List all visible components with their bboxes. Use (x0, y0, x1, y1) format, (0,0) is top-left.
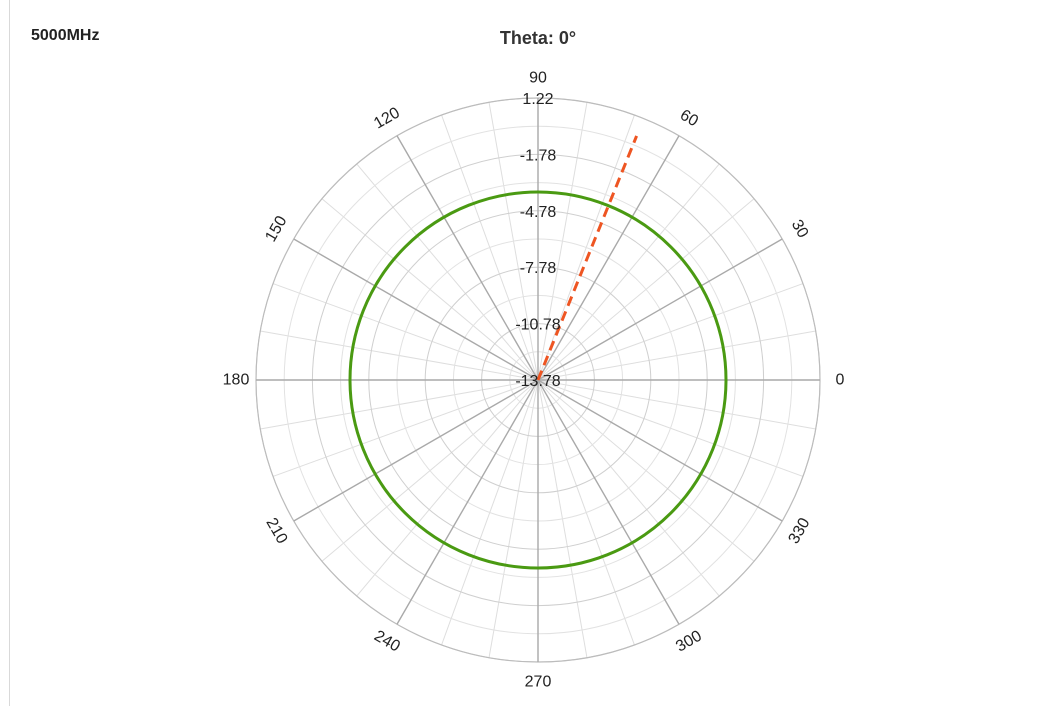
series-layer (348, 135, 728, 570)
major-spoke-30 (537, 238, 783, 381)
angle-tick-label-0: 0 (836, 372, 845, 389)
series-ray-1 (536, 135, 638, 381)
angle-tick-label-60: 60 (677, 107, 701, 131)
major-spoke-300 (537, 379, 680, 625)
major-spoke-120 (396, 135, 539, 381)
angle-tick-label-30: 30 (788, 217, 812, 241)
left-divider (9, 0, 10, 706)
radial-tick-label: -10.78 (515, 317, 560, 334)
angle-tick-label-240: 240 (371, 628, 403, 656)
angle-tick-label-300: 300 (673, 627, 705, 655)
major-spoke-60 (537, 135, 680, 381)
frequency-label: 5000MHz (31, 27, 100, 44)
major-spoke-150 (293, 238, 539, 381)
angle-tick-label-210: 210 (262, 515, 290, 547)
chart-title: Theta: 0° (499, 28, 577, 48)
radial-tick-label: -7.78 (520, 260, 557, 277)
angle-tick-label-330: 330 (786, 515, 814, 547)
major-spoke-210 (293, 379, 539, 522)
radial-tick-label: 1.22 (522, 91, 553, 108)
major-spokes (256, 98, 820, 662)
radial-tick-label: -13.78 (515, 373, 560, 390)
angle-tick-label-150: 150 (262, 213, 290, 245)
series-circle-0 (348, 190, 728, 570)
angle-tick-label-270: 270 (525, 674, 552, 691)
major-spoke-240 (396, 379, 539, 625)
radial-tick-label: -4.78 (520, 204, 557, 221)
angle-tick-label-90: 90 (529, 70, 547, 87)
angle-tick-label-120: 120 (371, 104, 403, 132)
angle-tick-label-180: 180 (223, 372, 250, 389)
major-spoke-330 (537, 379, 783, 522)
radial-tick-label: -1.78 (520, 147, 557, 164)
